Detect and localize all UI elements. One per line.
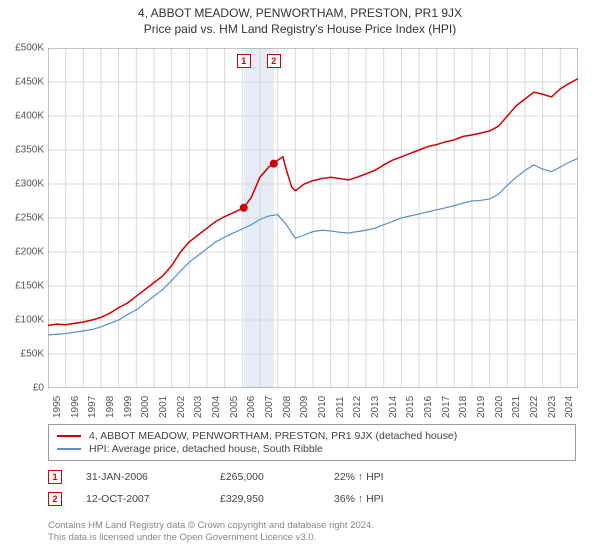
x-tick-label: 2004 (211, 396, 222, 418)
sale-marker-box-1: 1 (237, 54, 251, 68)
sale-hpi: 22% ↑ HPI (334, 471, 424, 483)
x-tick-label: 1999 (123, 396, 134, 418)
x-tick-label: 2015 (405, 396, 416, 418)
legend-label: 4, ABBOT MEADOW, PENWORTHAM, PRESTON, PR… (89, 430, 457, 442)
y-tick-label: £150K (15, 281, 44, 292)
x-tick-label: 2024 (564, 396, 575, 418)
footer-line-1: Contains HM Land Registry data © Crown c… (48, 520, 576, 532)
chart-container: 4, ABBOT MEADOW, PENWORTHAM, PRESTON, PR… (0, 0, 600, 560)
legend-label: HPI: Average price, detached house, Sout… (89, 443, 323, 455)
legend-item: 4, ABBOT MEADOW, PENWORTHAM, PRESTON, PR… (57, 430, 567, 442)
footer-line-2: This data is licensed under the Open Gov… (48, 532, 576, 544)
y-tick-label: £200K (15, 247, 44, 258)
y-tick-label: £50K (21, 349, 44, 360)
x-tick-label: 2000 (140, 396, 151, 418)
sales-table: 1 31-JAN-2006 £265,000 22% ↑ HPI 2 12-OCT-200… (48, 466, 576, 514)
plot-svg (48, 48, 578, 388)
y-tick-label: £0 (33, 383, 44, 394)
x-tick-label: 2022 (529, 396, 540, 418)
footer-note: Contains HM Land Registry data © Crown c… (48, 520, 576, 545)
y-tick-label: £300K (15, 179, 44, 190)
sale-marker-box-2: 2 (267, 54, 281, 68)
x-tick-label: 2018 (458, 396, 469, 418)
sale-price: £265,000 (220, 471, 310, 483)
y-tick-label: £250K (15, 213, 44, 224)
sale-index-box: 1 (48, 470, 62, 484)
sale-hpi: 36% ↑ HPI (334, 493, 424, 505)
x-tick-label: 2001 (158, 396, 169, 418)
y-tick-label: £350K (15, 145, 44, 156)
title-block: 4, ABBOT MEADOW, PENWORTHAM, PRESTON, PR… (0, 0, 600, 36)
sale-date: 31-JAN-2006 (86, 471, 196, 483)
x-tick-label: 2007 (264, 396, 275, 418)
x-tick-label: 2020 (494, 396, 505, 418)
sale-index-box: 2 (48, 492, 62, 506)
x-tick-label: 2023 (547, 396, 558, 418)
x-tick-label: 2012 (352, 396, 363, 418)
x-tick-label: 2002 (176, 396, 187, 418)
y-tick-label: £100K (15, 315, 44, 326)
x-tick-label: 2005 (229, 396, 240, 418)
x-tick-label: 2008 (282, 396, 293, 418)
x-tick-label: 1995 (52, 396, 63, 418)
sale-dot-2 (270, 160, 278, 168)
sale-date: 12-OCT-2007 (86, 493, 196, 505)
legend-swatch (57, 448, 81, 450)
x-tick-label: 2019 (476, 396, 487, 418)
x-tick-label: 2006 (246, 396, 257, 418)
legend: 4, ABBOT MEADOW, PENWORTHAM, PRESTON, PR… (48, 424, 576, 461)
y-tick-label: £450K (15, 77, 44, 88)
title-line-2: Price paid vs. HM Land Registry's House … (0, 22, 600, 36)
x-tick-label: 1996 (70, 396, 81, 418)
sales-row: 2 12-OCT-2007 £329,950 36% ↑ HPI (48, 492, 576, 506)
y-tick-label: £400K (15, 111, 44, 122)
legend-item: HPI: Average price, detached house, Sout… (57, 443, 567, 455)
x-tick-label: 2009 (299, 396, 310, 418)
x-tick-label: 2010 (317, 396, 328, 418)
sales-row: 1 31-JAN-2006 £265,000 22% ↑ HPI (48, 470, 576, 484)
x-tick-label: 1997 (87, 396, 98, 418)
plot-area (48, 48, 578, 388)
x-tick-label: 2021 (511, 396, 522, 418)
x-tick-label: 2016 (423, 396, 434, 418)
x-tick-label: 2013 (370, 396, 381, 418)
x-tick-label: 1998 (105, 396, 116, 418)
sale-price: £329,950 (220, 493, 310, 505)
x-tick-label: 2003 (193, 396, 204, 418)
title-line-1: 4, ABBOT MEADOW, PENWORTHAM, PRESTON, PR… (0, 6, 600, 20)
sale-dot-1 (240, 204, 248, 212)
x-tick-label: 2011 (335, 396, 346, 418)
y-tick-label: £500K (15, 43, 44, 54)
x-tick-label: 2017 (441, 396, 452, 418)
x-tick-label: 2014 (388, 396, 399, 418)
legend-swatch (57, 435, 81, 437)
